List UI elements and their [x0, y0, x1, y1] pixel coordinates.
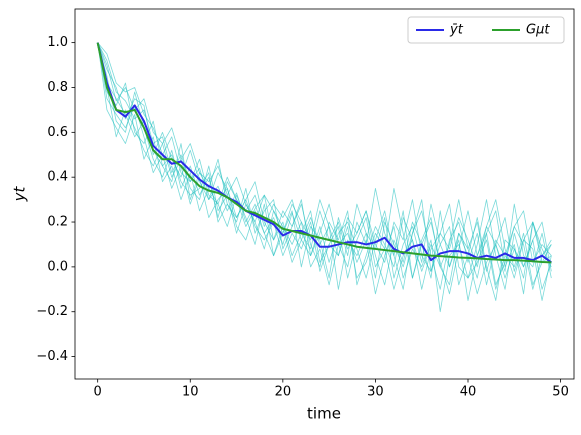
sample-path	[97, 42, 552, 290]
sample-path	[97, 42, 552, 279]
x-tick-label: 20	[275, 385, 292, 400]
axes-frame	[74, 8, 575, 380]
legend-box	[407, 16, 565, 44]
legend-label: Gμt	[526, 23, 550, 38]
y-axis-label: yt	[11, 186, 29, 203]
mean-line	[96, 42, 552, 264]
y-tick-label: 1.0	[47, 35, 68, 50]
x-tick-label: 0	[94, 385, 102, 400]
y-tick-label: −0.4	[36, 349, 68, 364]
sample-path	[97, 42, 552, 313]
mean-line	[96, 42, 552, 264]
y-tick-label: 0.6	[47, 125, 68, 140]
x-axis-label: time	[307, 405, 341, 423]
sample-path	[97, 42, 552, 301]
sample-path	[97, 42, 552, 279]
sample-path	[97, 42, 552, 295]
sample-path	[97, 42, 552, 295]
x-tick-label: 50	[552, 385, 569, 400]
y-tick-label: 0.8	[47, 80, 68, 95]
x-tick-label: 40	[460, 385, 477, 400]
x-tick-label: 10	[182, 385, 199, 400]
y-tick-label: −0.2	[36, 304, 68, 319]
legend-label: ȳt	[449, 23, 464, 38]
x-tick-label: 30	[367, 385, 384, 400]
plot-area	[96, 42, 552, 313]
y-tick-label: 0.0	[47, 259, 68, 274]
y-tick-label: 0.2	[47, 215, 68, 230]
y-tick-label: 0.4	[47, 170, 68, 185]
